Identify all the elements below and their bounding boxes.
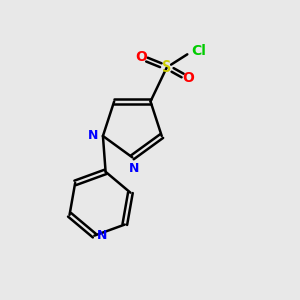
Text: N: N <box>129 162 139 175</box>
Text: O: O <box>182 71 194 85</box>
Text: N: N <box>97 229 108 242</box>
Text: Cl: Cl <box>192 44 207 58</box>
Text: S: S <box>162 60 171 75</box>
Text: O: O <box>136 50 148 64</box>
Text: N: N <box>88 130 98 142</box>
